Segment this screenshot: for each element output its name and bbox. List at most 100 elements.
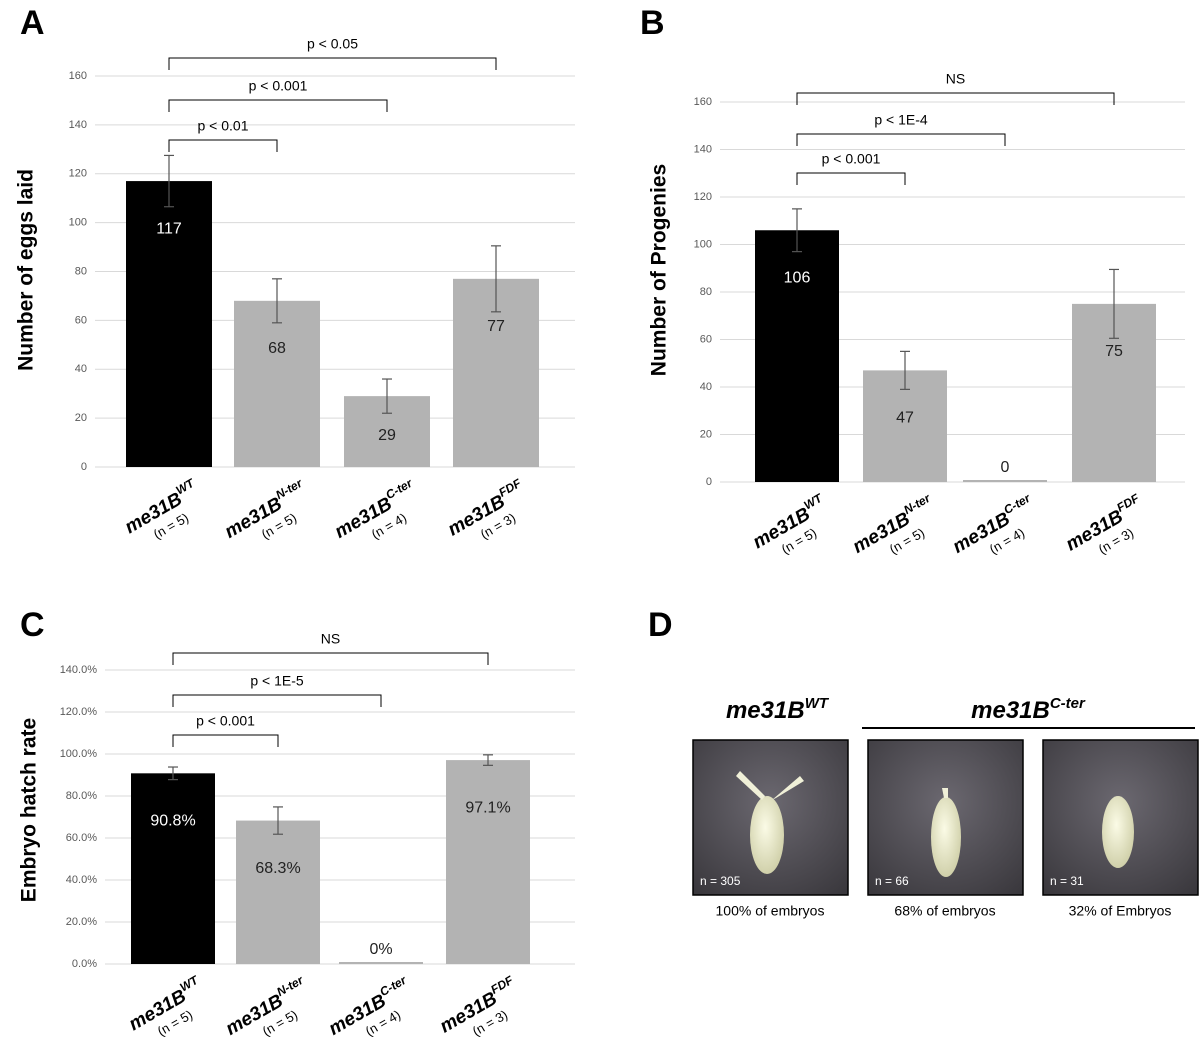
significance-bracket bbox=[172, 734, 279, 747]
category-sup: FDF bbox=[496, 476, 524, 500]
significance-bracket bbox=[796, 172, 906, 185]
y-tick-label: 120.0% bbox=[60, 706, 98, 718]
y-axis-label: Embryo hatch rate bbox=[18, 718, 41, 902]
group-base: me31B bbox=[726, 697, 805, 724]
category-label: me31BC-ter(n = 4) bbox=[331, 476, 415, 543]
value-label: 106 bbox=[784, 269, 811, 286]
value-label: 0% bbox=[369, 941, 392, 958]
error-bar bbox=[272, 278, 282, 324]
bar bbox=[755, 230, 839, 482]
value-label: 90.8% bbox=[150, 813, 195, 830]
significance-label: NS bbox=[946, 71, 965, 87]
y-tick-label: 80 bbox=[700, 286, 712, 298]
y-tick-label: 20.0% bbox=[66, 916, 97, 928]
category-label: me31BC-ter(n = 4) bbox=[325, 973, 409, 1040]
y-axis-label: Number of Progenies bbox=[648, 164, 671, 376]
significance-label: p < 0.001 bbox=[822, 151, 881, 167]
bar bbox=[234, 300, 320, 467]
embryo-image bbox=[867, 739, 1024, 896]
significance-label: NS bbox=[321, 631, 340, 647]
y-tick-label: 80 bbox=[75, 265, 87, 277]
y-tick-label: 120 bbox=[69, 168, 87, 180]
error-bar bbox=[273, 806, 283, 835]
error-bar bbox=[1109, 268, 1119, 339]
group-title: me31BWT bbox=[726, 695, 830, 724]
category-label: me31BN-ter(n = 5) bbox=[221, 476, 305, 543]
error-bar bbox=[900, 350, 910, 390]
y-axis-label: Number of eggs laid bbox=[15, 169, 38, 371]
significance-label: p < 0.01 bbox=[198, 118, 249, 134]
category-sup: N-ter bbox=[273, 476, 305, 503]
y-tick-label: 80.0% bbox=[66, 790, 97, 802]
y-tick-label: 100 bbox=[694, 238, 712, 250]
category-sup: N-ter bbox=[901, 491, 933, 518]
category-label: me31BC-ter(n = 4) bbox=[949, 491, 1033, 558]
y-tick-label: 140 bbox=[69, 119, 87, 131]
caption: 68% of embryos bbox=[894, 903, 995, 919]
group-base: me31B bbox=[971, 697, 1050, 724]
group-sup: WT bbox=[805, 695, 830, 712]
y-tick-label: 60 bbox=[700, 333, 712, 345]
y-tick-label: 0.0% bbox=[72, 958, 97, 970]
error-bar bbox=[491, 245, 501, 313]
category-label: me31BWT(n = 5) bbox=[125, 972, 202, 1039]
value-label: 75 bbox=[1105, 343, 1123, 360]
significance-bracket bbox=[796, 92, 1115, 105]
category-label: me31BN-ter(n = 5) bbox=[849, 491, 933, 558]
category-sup: FDF bbox=[1114, 491, 1142, 515]
y-tick-label: 100.0% bbox=[60, 748, 98, 760]
category-label: me31BWT(n = 5) bbox=[749, 490, 826, 557]
significance-label: p < 1E-4 bbox=[874, 112, 928, 128]
error-bar bbox=[792, 208, 802, 253]
bar bbox=[236, 820, 320, 964]
value-label: 0 bbox=[1001, 459, 1010, 476]
bar bbox=[446, 760, 530, 964]
panel-letter: C bbox=[20, 606, 45, 644]
group-title: me31BC-ter bbox=[971, 695, 1086, 724]
category-sup: N-ter bbox=[274, 973, 306, 1000]
panel-letter: B bbox=[640, 4, 665, 42]
y-tick-label: 20 bbox=[75, 412, 87, 424]
significance-bracket bbox=[168, 99, 388, 112]
error-bar bbox=[168, 766, 178, 781]
bar bbox=[963, 480, 1047, 482]
n-label: n = 305 bbox=[700, 874, 741, 888]
significance-label: p < 0.001 bbox=[196, 713, 255, 729]
category-label: me31BFDF(n = 3) bbox=[436, 973, 516, 1039]
significance-bracket bbox=[796, 133, 1006, 146]
category-label: me31BFDF(n = 3) bbox=[1062, 491, 1142, 557]
significance-bracket bbox=[172, 694, 382, 707]
significance-label: p < 0.05 bbox=[307, 36, 358, 52]
value-label: 68 bbox=[268, 340, 286, 357]
panel-letter: D bbox=[648, 606, 673, 644]
panel-letter: A bbox=[20, 4, 45, 42]
category-sup: C-ter bbox=[377, 973, 409, 1000]
category-label: me31BN-ter(n = 5) bbox=[222, 973, 306, 1040]
embryo-image bbox=[1042, 739, 1199, 896]
category-sup: C-ter bbox=[1001, 491, 1033, 518]
category-label: me31BWT(n = 5) bbox=[121, 475, 198, 542]
embryo-image bbox=[692, 739, 849, 896]
significance-label: p < 1E-5 bbox=[250, 673, 304, 689]
caption: 32% of Embryos bbox=[1069, 903, 1172, 919]
y-tick-label: 60.0% bbox=[66, 832, 97, 844]
y-tick-label: 100 bbox=[69, 217, 87, 229]
value-label: 97.1% bbox=[465, 799, 510, 816]
y-tick-label: 120 bbox=[694, 191, 712, 203]
significance-bracket bbox=[168, 139, 278, 152]
error-bar bbox=[382, 378, 392, 414]
value-label: 47 bbox=[896, 410, 914, 427]
bar bbox=[126, 181, 212, 468]
group-sup: C-ter bbox=[1050, 695, 1086, 712]
y-tick-label: 20 bbox=[700, 428, 712, 440]
n-label: n = 66 bbox=[875, 874, 909, 888]
significance-bracket bbox=[172, 652, 489, 665]
value-label: 77 bbox=[487, 318, 505, 335]
value-label: 117 bbox=[156, 220, 182, 237]
y-tick-label: 40 bbox=[75, 363, 87, 375]
y-tick-label: 160 bbox=[694, 96, 712, 108]
error-bar bbox=[483, 754, 493, 766]
y-tick-label: 140 bbox=[694, 143, 712, 155]
caption: 100% of embryos bbox=[716, 903, 825, 919]
